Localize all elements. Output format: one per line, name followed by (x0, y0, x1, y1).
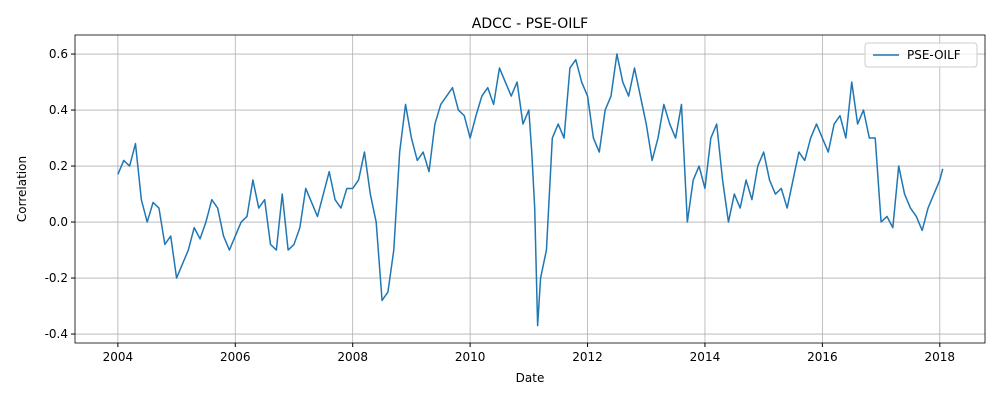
y-tick-label: 0.4 (49, 103, 68, 117)
x-tick-label: 2014 (690, 350, 721, 364)
y-tick-label: 0.0 (49, 215, 68, 229)
legend: PSE-OILF (864, 42, 978, 68)
x-tick-label: 2016 (807, 350, 838, 364)
y-tick-label: -0.4 (45, 327, 68, 341)
x-tick-label: 2004 (103, 350, 134, 364)
x-tick-label: 2006 (220, 350, 251, 364)
data-line (117, 53, 944, 327)
x-tick-label: 2018 (925, 350, 956, 364)
y-tick-label: 0.2 (49, 159, 68, 173)
legend-box (864, 42, 978, 68)
legend-label: PSE-OILF (907, 48, 961, 62)
x-tick-label: 2010 (455, 350, 486, 364)
y-tick-label: -0.2 (45, 271, 68, 285)
y-tick-label: 0.6 (49, 47, 68, 61)
plot-frame (74, 34, 986, 344)
y-axis-label: Correlation (15, 156, 29, 222)
x-tick-label: 2008 (337, 350, 368, 364)
x-axis-label: Date (516, 371, 545, 385)
x-tick-label: 2012 (572, 350, 603, 364)
chart-title: ADCC - PSE-OILF (472, 16, 588, 32)
